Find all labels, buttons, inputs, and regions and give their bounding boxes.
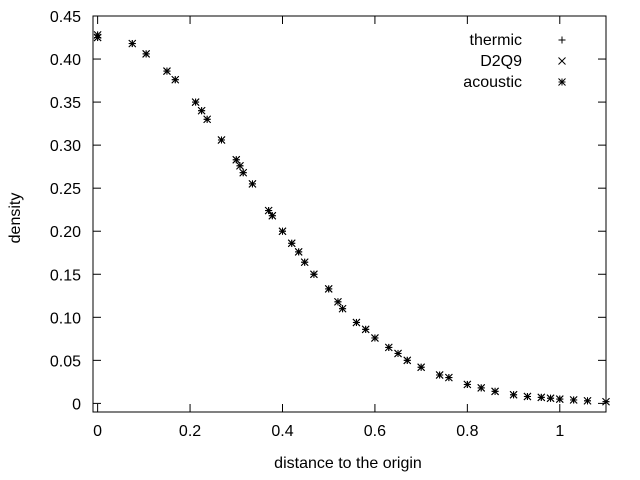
data-point (384, 343, 393, 352)
y-tick-label: 0.15 (50, 267, 81, 284)
data-point (163, 67, 171, 75)
y-axis-label: density (7, 193, 24, 244)
x-tick-label: 0 (93, 423, 102, 440)
data-point (268, 211, 277, 220)
x-tick-label: 0.4 (271, 423, 293, 440)
y-tick-label: 0.35 (50, 95, 81, 112)
data-point (352, 318, 361, 327)
data-point (509, 390, 518, 399)
data-point (248, 180, 257, 188)
y-tick-label: 0.25 (50, 181, 81, 198)
x-tick-label: 1 (555, 423, 564, 440)
data-marks (93, 31, 610, 406)
data-point (171, 75, 180, 84)
data-point (463, 380, 472, 389)
legend-marker-acoustic (558, 78, 566, 86)
data-point (445, 373, 453, 382)
y-tick-label: 0.45 (50, 9, 81, 26)
data-point (191, 98, 200, 106)
x-axis-label: distance to the origin (274, 455, 422, 472)
plot-frame (92, 15, 607, 413)
data-point (569, 396, 578, 404)
data-point (477, 384, 486, 392)
y-tick-label: 0.20 (50, 224, 81, 241)
legend-marker-thermic (558, 36, 566, 44)
legend: thermic D2Q9 acoustic (463, 32, 566, 91)
data-point (371, 334, 379, 342)
y-tick-label: 0.05 (50, 353, 81, 370)
data-point (300, 258, 309, 267)
legend-marker-d2q9 (558, 57, 566, 65)
data-point (236, 161, 244, 170)
data-point (128, 39, 137, 48)
data-point (555, 395, 564, 403)
data-point (403, 356, 412, 365)
data-point (338, 304, 347, 313)
y-tick-label: 0.40 (50, 52, 81, 69)
y-tick-label: 0 (72, 396, 81, 413)
y-tick-label: 0.30 (50, 138, 81, 155)
y-tick-label: 0.10 (50, 310, 81, 327)
data-point (361, 325, 370, 334)
data-point (435, 371, 444, 379)
series-acoustic (93, 31, 610, 406)
data-point (232, 155, 241, 164)
x-tick-label: 0.2 (179, 423, 201, 440)
data-point (334, 297, 342, 306)
data-point (239, 168, 248, 177)
data-point (264, 206, 273, 215)
data-point (546, 394, 555, 403)
x-tick-label: 0.8 (456, 423, 478, 440)
data-point (583, 396, 592, 405)
data-point (294, 248, 303, 256)
axis-ticks: 0 0.2 0.4 0.6 0.8 1 0 0.05 0.10 0.15 0.20 0.25 0.30 0… (50, 9, 606, 440)
x-tick-label: 0.6 (364, 423, 386, 440)
data-point (203, 115, 212, 124)
data-point (142, 50, 151, 58)
legend-label-acoustic: acoustic (463, 74, 522, 91)
data-point (491, 387, 499, 396)
data-point (324, 285, 333, 293)
data-point (523, 392, 532, 401)
legend-label-d2q9: D2Q9 (480, 53, 522, 70)
data-point (417, 363, 425, 372)
data-point (197, 106, 206, 115)
data-point (394, 349, 402, 358)
data-point (537, 393, 546, 402)
data-point (310, 270, 318, 279)
data-point (287, 239, 296, 248)
data-point (93, 33, 102, 42)
data-point (278, 227, 287, 236)
data-point (217, 136, 226, 144)
legend-label-thermic: thermic (470, 32, 522, 49)
